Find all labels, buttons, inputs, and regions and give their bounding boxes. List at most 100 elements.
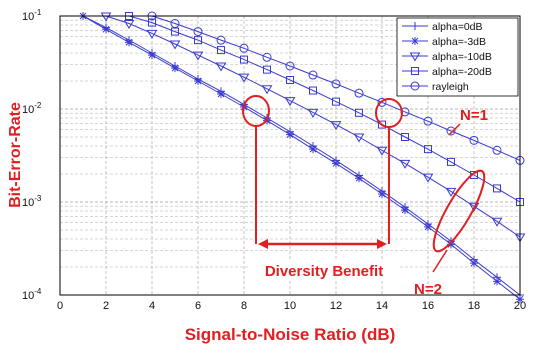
data-point-star <box>516 295 524 304</box>
data-point-square <box>401 132 409 141</box>
data-point-circle <box>377 97 387 107</box>
grid-lines <box>59 16 521 296</box>
data-point-star <box>217 89 225 98</box>
n1-pointer <box>448 123 461 136</box>
data-point-star <box>401 206 409 215</box>
diversity-label-bg <box>248 259 400 281</box>
x-axis-label: Signal-to-Noise Ratio (dB) <box>185 325 396 344</box>
data-point-circle <box>239 43 249 53</box>
data-point-star <box>332 159 340 168</box>
x-tick-label: 8 <box>241 300 247 312</box>
data-point-triangle <box>353 133 365 143</box>
data-point-triangle <box>169 40 181 50</box>
series-line <box>105 15 521 238</box>
data-point-star <box>171 64 179 73</box>
data-point-circle <box>193 27 203 37</box>
data-point-triangle <box>409 52 421 62</box>
n2-pointer <box>432 249 448 273</box>
x-tick-label: 2 <box>103 300 109 312</box>
data-point-square <box>148 18 156 27</box>
data-point-star <box>102 25 110 34</box>
legend: alpha=0dB alpha=-3dB alpha=-10dB alpha=-20d… <box>396 17 519 97</box>
y-tick-label: 10-1 <box>22 8 42 23</box>
data-point-triangle <box>399 159 411 169</box>
data-point-star <box>148 51 156 60</box>
data-point-triangle <box>330 121 342 131</box>
data-point-triangle <box>146 29 158 39</box>
n2-label: N=2 <box>414 281 442 298</box>
data-point-triangle <box>445 187 457 197</box>
data-point-square <box>171 27 179 36</box>
legend-label: alpha=0dB <box>432 21 483 33</box>
data-point-triangle <box>238 73 250 83</box>
legend-label: alpha=-10dB <box>432 51 492 63</box>
data-point-square <box>332 97 340 106</box>
data-point-circle <box>216 35 226 45</box>
data-point-triangle <box>307 108 319 118</box>
x-tick-label: 4 <box>149 300 155 312</box>
data-point-square <box>263 65 271 74</box>
series-line <box>151 15 521 161</box>
x-tick-label: 6 <box>195 300 201 312</box>
y-tick-label: 10-3 <box>22 194 42 209</box>
data-point-square <box>378 120 386 129</box>
data-point-square <box>447 157 455 166</box>
data-point-triangle <box>123 20 135 29</box>
x-tick-label: 14 <box>376 300 388 312</box>
data-point-star <box>493 277 501 286</box>
data-point-triangle <box>376 146 388 156</box>
series-line <box>82 15 521 300</box>
data-point-triangle <box>422 173 434 183</box>
data-point-circle <box>308 70 318 80</box>
data-point-star <box>355 174 363 183</box>
data-point-circle <box>285 61 295 71</box>
x-tick-label: 18 <box>468 300 480 312</box>
legend-label: alpha=-20dB <box>432 66 492 78</box>
legend-label: rayleigh <box>432 81 469 93</box>
diversity-benefit-label: Diversity Benefit <box>265 263 383 280</box>
n1-label: N=1 <box>460 107 488 124</box>
data-point-star <box>378 189 386 198</box>
x-tick-label: 0 <box>57 300 63 312</box>
x-tick-label: 20 <box>514 300 526 312</box>
data-point-star <box>470 259 478 268</box>
annotations: Diversity Benefit N=2 N=1 <box>242 95 488 298</box>
x-tick-label: 16 <box>422 300 434 312</box>
data-point-square <box>493 184 501 193</box>
data-point-triangle <box>261 85 273 95</box>
legend-entry-alpha=-3dB: alpha=-3dB <box>402 36 486 48</box>
data-point-square <box>309 86 317 95</box>
data-point-star <box>125 38 133 47</box>
y-axis-label: Bit-Error-Rate <box>7 102 24 208</box>
data-point-star <box>286 130 294 139</box>
data-point-plus <box>411 22 419 30</box>
data-point-square <box>286 76 294 85</box>
data-point-triangle <box>192 51 204 61</box>
data-point-star <box>411 37 419 45</box>
data-point-triangle <box>284 97 296 107</box>
data-point-square <box>424 145 432 154</box>
data-point-circle <box>331 79 341 89</box>
data-point-triangle <box>100 12 112 22</box>
data-point-triangle <box>215 62 227 72</box>
plot-frame <box>59 15 521 296</box>
data-point-square <box>240 55 248 64</box>
series-alpha=-3dB <box>79 12 524 304</box>
data-point-circle <box>492 145 502 155</box>
legend-label: alpha=-3dB <box>432 36 486 48</box>
legend-entry-alpha=-10dB: alpha=-10dB <box>402 51 492 63</box>
data-point-star <box>309 145 317 154</box>
data-point-circle <box>423 116 433 126</box>
data-point-circle <box>262 52 272 62</box>
x-tick-labels: 0 2 4 6 8 10 12 14 16 18 20 <box>57 300 526 312</box>
series-alpha=-20dB <box>125 12 524 206</box>
series-group <box>79 11 526 304</box>
data-point-star <box>194 77 202 86</box>
data-point-star <box>447 240 455 249</box>
data-point-square <box>411 67 419 75</box>
data-point-circle <box>410 81 420 91</box>
diversity-arrow-head-right <box>377 239 387 249</box>
n2-ellipse <box>432 169 486 253</box>
data-point-circle <box>446 126 456 136</box>
diversity-arrow-head-left <box>258 239 268 249</box>
